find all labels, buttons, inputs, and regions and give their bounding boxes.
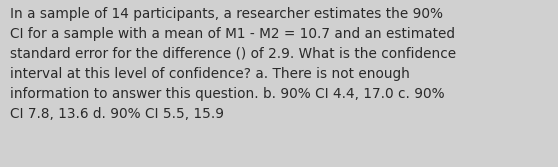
Text: In a sample of 14 participants, a researcher estimates the 90%
CI for a sample w: In a sample of 14 participants, a resear… bbox=[10, 7, 456, 121]
